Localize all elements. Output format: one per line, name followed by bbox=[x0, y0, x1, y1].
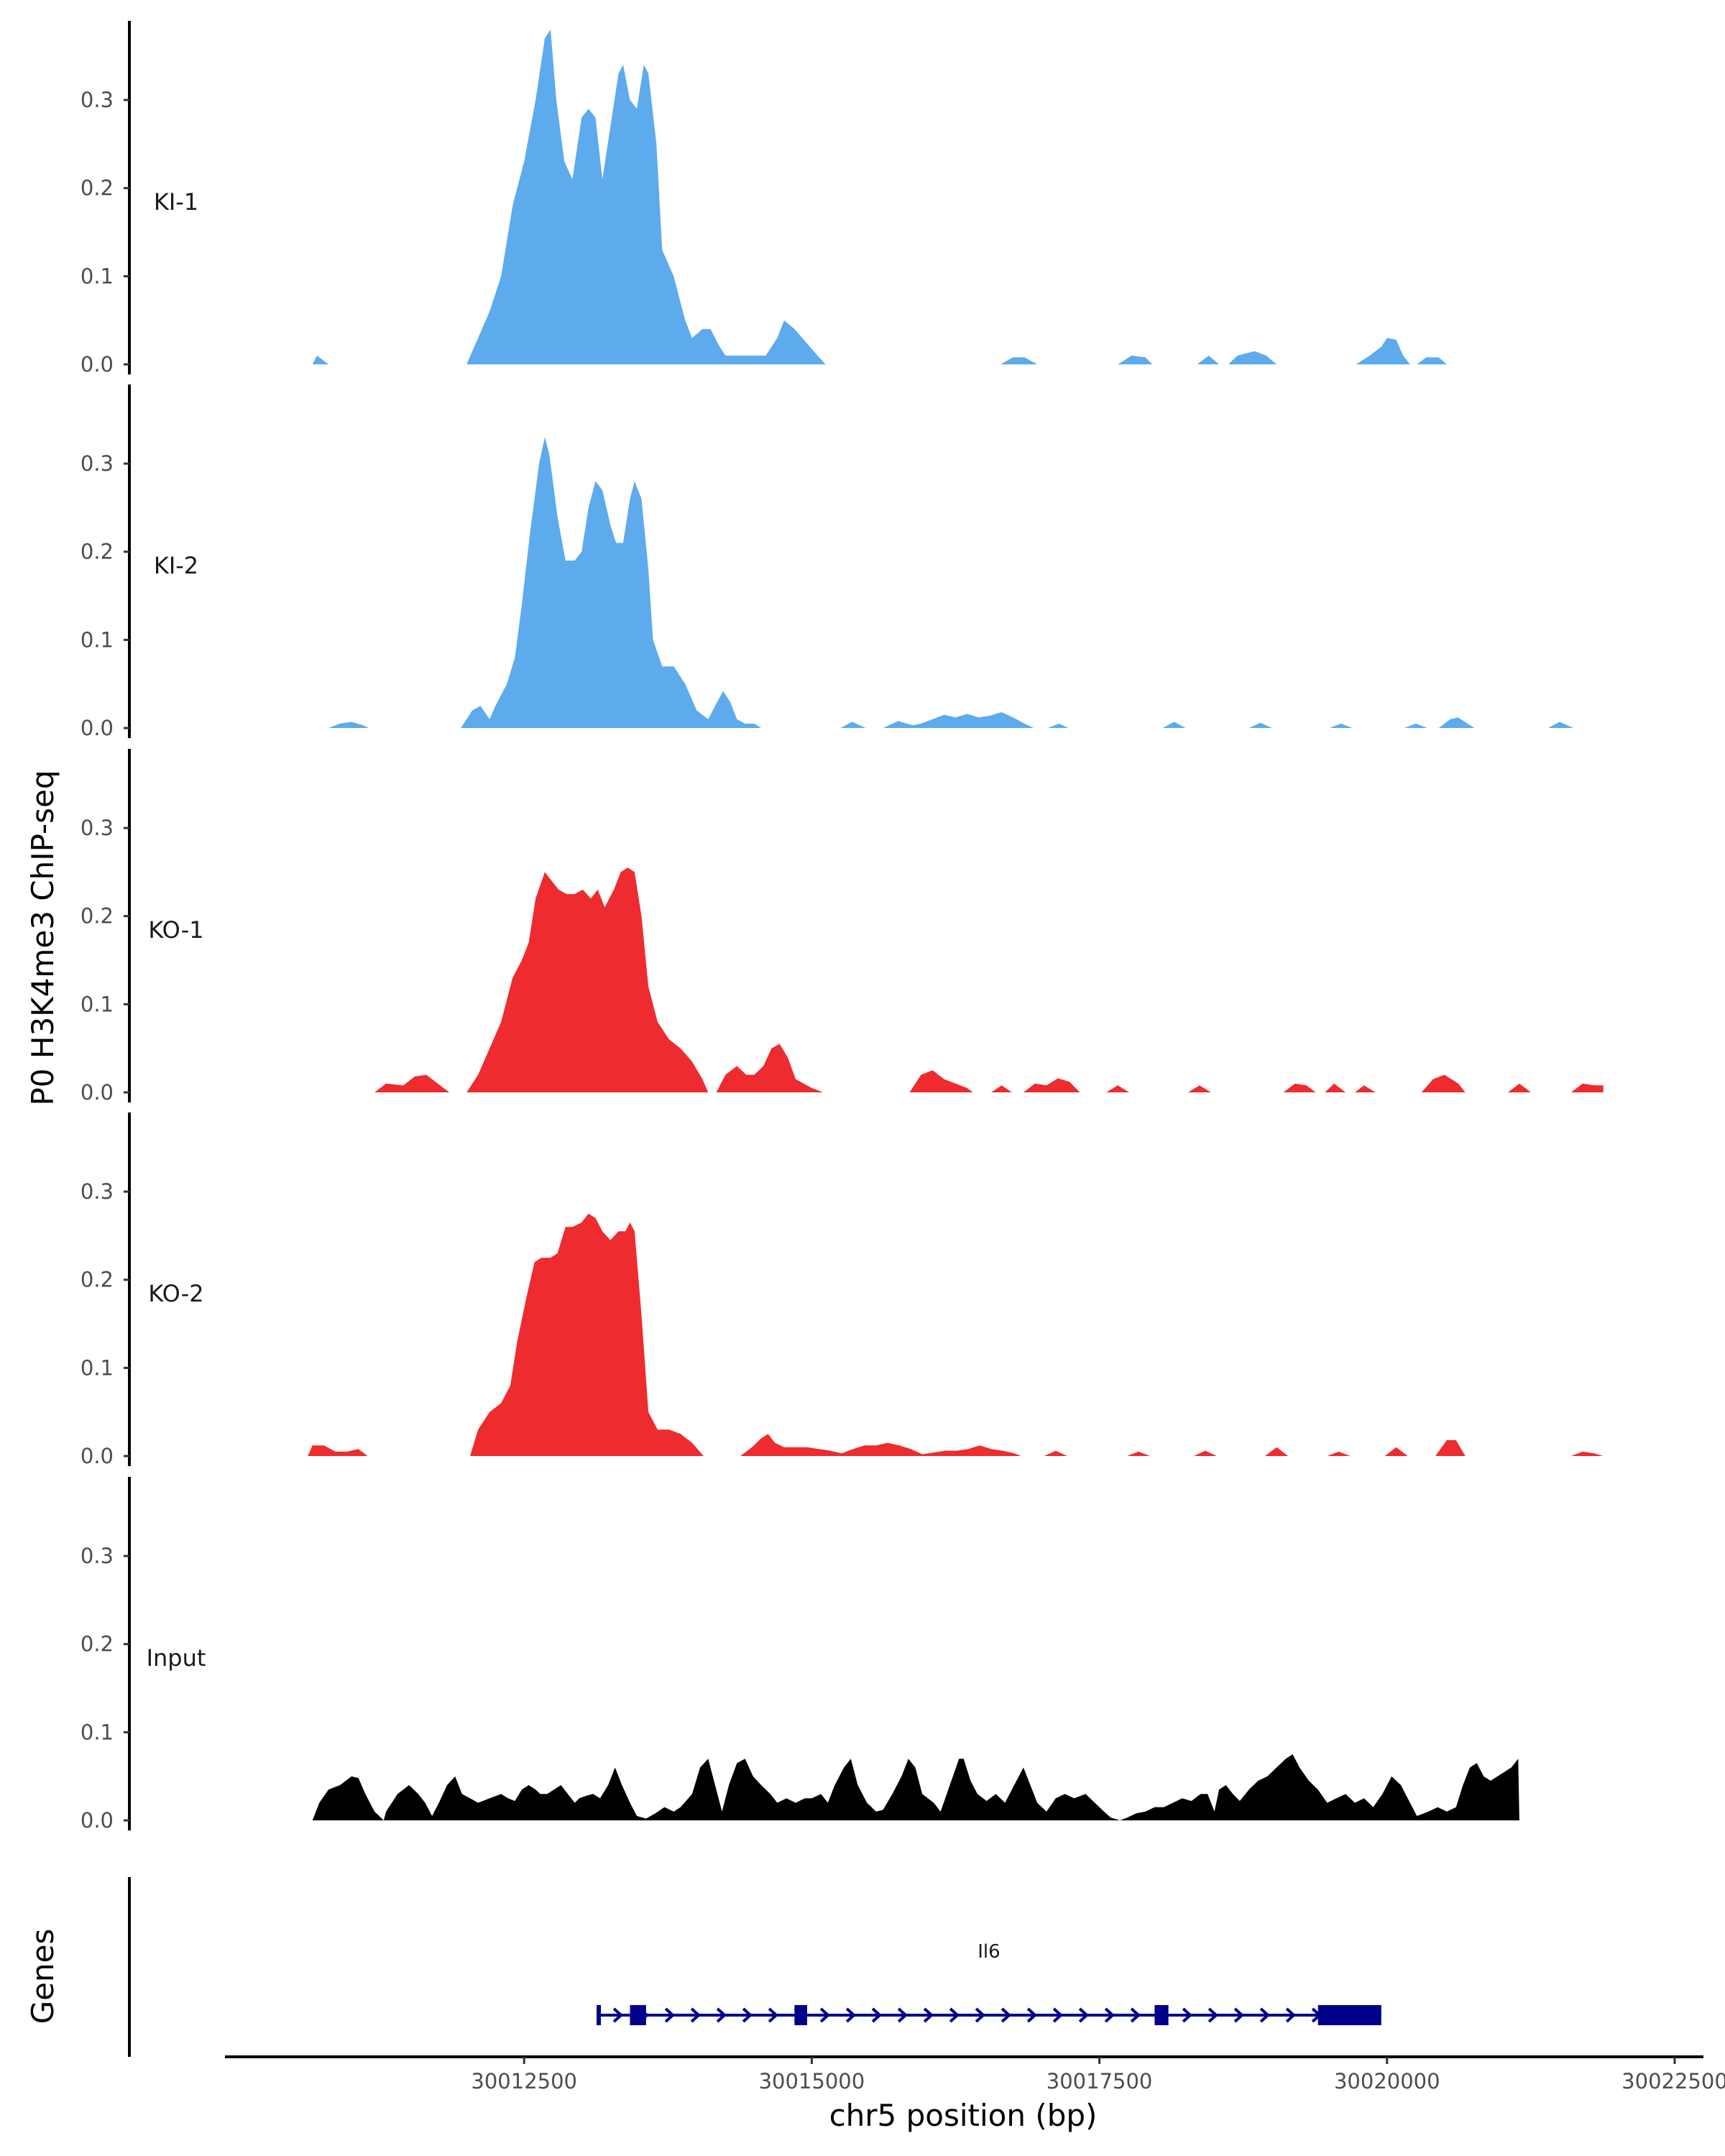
track-ki-2: 0.0 0.1 0.2 0.3 KI-2 bbox=[80, 384, 1574, 740]
strand-arrow bbox=[742, 2007, 753, 2023]
x-tick-label: 30015000 bbox=[759, 2069, 865, 2093]
signal-area-ki-1 bbox=[312, 29, 1448, 364]
signal-area-ki-2 bbox=[328, 437, 1574, 728]
x-tick-label: 30020000 bbox=[1334, 2069, 1440, 2093]
y-tick-label: 0.0 bbox=[80, 352, 114, 377]
y-tick-label: 0.1 bbox=[80, 992, 114, 1016]
gene-exon bbox=[630, 2005, 646, 2025]
gene-exon bbox=[1154, 2005, 1169, 2025]
track-input: 0.0 0.1 0.2 0.3 Input bbox=[80, 1477, 1519, 1833]
strand-arrow bbox=[871, 2007, 883, 2023]
strand-arrow bbox=[897, 2007, 908, 2023]
x-tick-label: 30017500 bbox=[1046, 2069, 1153, 2093]
y-tick-label: 0.2 bbox=[80, 176, 114, 201]
x-tick-label: 30012500 bbox=[471, 2069, 577, 2093]
y-tick-label: 0.1 bbox=[80, 1720, 114, 1744]
x-axis: 30012500 30015000 30017500 30020000 30022500 bbox=[225, 2055, 1725, 2093]
strand-arrow bbox=[1182, 2007, 1193, 2023]
strand-arrow bbox=[1285, 2007, 1297, 2023]
track-ko-2: 0.0 0.1 0.2 0.3 KO-2 bbox=[80, 1112, 1604, 1468]
track-label: KO-2 bbox=[148, 1280, 203, 1307]
x-axis-title: chr5 position (bp) bbox=[829, 2098, 1098, 2133]
track-label: KO-1 bbox=[148, 916, 203, 944]
strand-arrow bbox=[1259, 2007, 1271, 2023]
strand-arrow bbox=[690, 2007, 702, 2023]
strand-arrow bbox=[1078, 2007, 1090, 2023]
strand-arrow bbox=[716, 2007, 727, 2023]
strand-arrow bbox=[1104, 2007, 1116, 2023]
strand-arrow bbox=[949, 2007, 960, 2023]
y-tick-label: 0.3 bbox=[80, 816, 114, 840]
y-tick-label: 0.3 bbox=[80, 1179, 114, 1204]
strand-arrow bbox=[819, 2007, 831, 2023]
strand-arrow bbox=[1130, 2007, 1141, 2023]
y-tick-label: 0.0 bbox=[80, 716, 114, 740]
gene-exon bbox=[794, 2005, 807, 2025]
y-tick-label: 0.1 bbox=[80, 264, 114, 288]
signal-tracks: 0.00.10.20.3KI-10.00.10.20.3KI-20.00.10.… bbox=[80, 21, 1604, 1833]
y-tick-label: 0.0 bbox=[80, 1808, 114, 1833]
gene-name-label: Il6 bbox=[978, 1941, 1000, 1963]
track-label: KI-1 bbox=[154, 188, 198, 216]
strand-arrow bbox=[768, 2007, 779, 2023]
y-tick-label: 0.2 bbox=[80, 1268, 114, 1292]
strand-arrow bbox=[1052, 2007, 1064, 2023]
track-label: Input bbox=[147, 1644, 206, 1672]
y-axis-title: P0 H3K4me3 ChIP-seq bbox=[25, 770, 60, 1105]
genes-track: Il6 bbox=[128, 1877, 1381, 2057]
y-tick-label: 0.0 bbox=[80, 1080, 114, 1105]
y-tick-label: 0.2 bbox=[80, 904, 114, 929]
strand-arrow bbox=[1208, 2007, 1219, 2023]
strand-arrow bbox=[975, 2007, 986, 2023]
track-ko-1: 0.0 0.1 0.2 0.3 KO-1 bbox=[80, 749, 1604, 1105]
strand-arrow bbox=[612, 2007, 624, 2023]
x-tick-label: 30022500 bbox=[1622, 2069, 1725, 2093]
gene-exon bbox=[1317, 2005, 1381, 2025]
strand-arrow bbox=[664, 2007, 676, 2023]
strand-arrow bbox=[845, 2007, 857, 2023]
genes-track-label: Genes bbox=[25, 1929, 60, 2024]
y-tick-label: 0.3 bbox=[80, 88, 114, 112]
y-tick-label: 0.3 bbox=[80, 1544, 114, 1568]
strand-arrow bbox=[1233, 2007, 1245, 2023]
strand-arrow bbox=[923, 2007, 934, 2023]
y-tick-label: 0.2 bbox=[80, 1632, 114, 1657]
y-tick-label: 0.1 bbox=[80, 1355, 114, 1380]
strand-arrow bbox=[1000, 2007, 1012, 2023]
y-tick-label: 0.1 bbox=[80, 627, 114, 652]
track-label: KI-2 bbox=[154, 552, 198, 579]
strand-arrow bbox=[1026, 2007, 1038, 2023]
signal-area-ko-2 bbox=[308, 1213, 1604, 1456]
y-tick-label: 0.3 bbox=[80, 451, 114, 476]
signal-area-ko-1 bbox=[374, 867, 1604, 1092]
gene-exon bbox=[597, 2005, 602, 2025]
y-tick-label: 0.2 bbox=[80, 540, 114, 564]
track-ki-1: 0.0 0.1 0.2 0.3 KI-1 bbox=[80, 21, 1448, 377]
y-tick-label: 0.0 bbox=[80, 1444, 114, 1468]
signal-area-input bbox=[312, 1754, 1519, 1820]
